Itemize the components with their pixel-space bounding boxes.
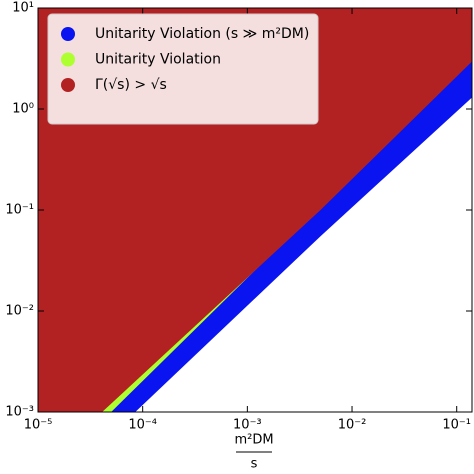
legend-marker [61, 52, 75, 67]
x-tick-label: 10⁻¹ [442, 418, 471, 433]
x-tick-label: 10⁻⁴ [128, 418, 157, 433]
x-tick-label: 10⁻³ [233, 418, 262, 433]
x-tick-label: 10⁻² [338, 418, 367, 433]
y-tick-label: 10⁰ [12, 102, 34, 117]
legend-label: Unitarity Violation [95, 52, 221, 68]
y-tick-label: 10⁻¹ [5, 203, 34, 218]
legend-label: Unitarity Violation (s ≫ m²DM) [95, 26, 309, 42]
x-label-denominator: s [251, 457, 258, 472]
legend-box [47, 13, 319, 125]
legend-label: Γ(√s) > √s [95, 77, 167, 93]
axes [37, 7, 473, 413]
y-tick-label: 10⁻³ [5, 405, 34, 420]
legend-marker [61, 27, 75, 41]
y-tick-label: 10¹ [12, 1, 34, 16]
legend-marker [61, 78, 75, 92]
y-tick-label: 10⁻² [5, 304, 34, 319]
x-label-numerator: m²DM [234, 433, 273, 448]
x-tick-label: 10⁻⁵ [24, 418, 53, 433]
